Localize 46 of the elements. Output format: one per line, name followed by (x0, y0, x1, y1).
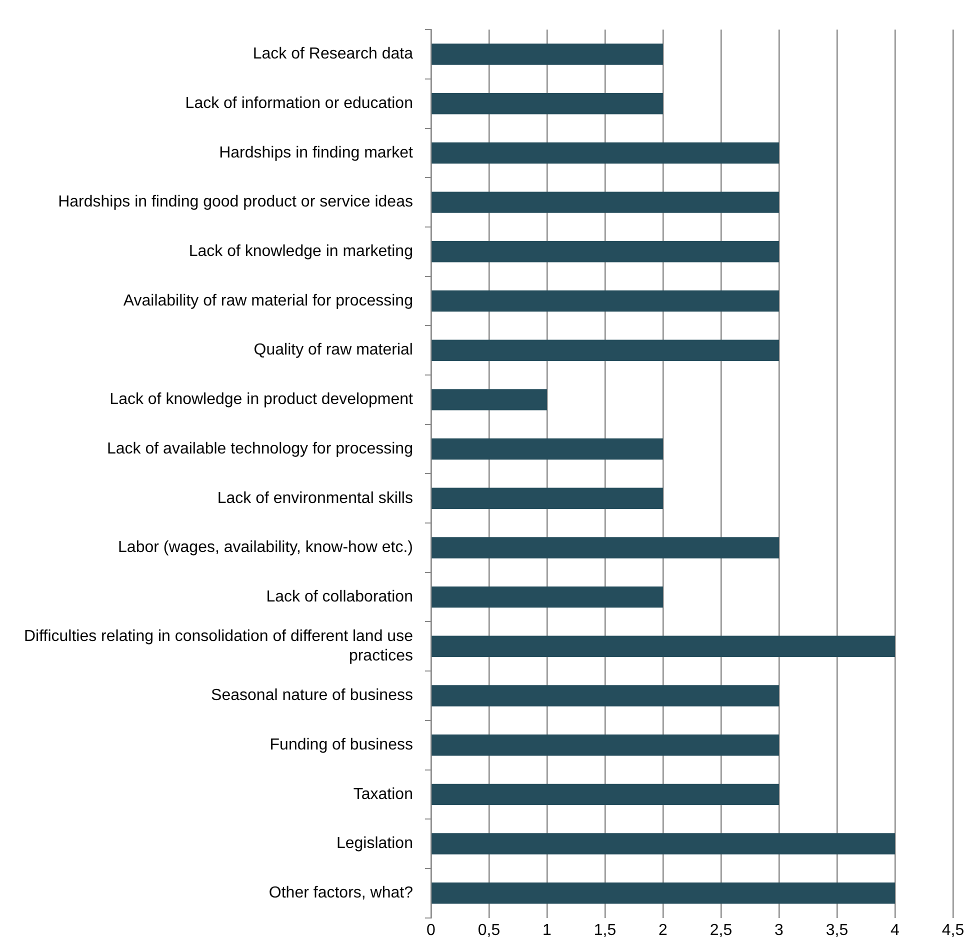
x-tick-label: 4 (890, 922, 900, 939)
bar (432, 340, 779, 361)
bar (432, 586, 663, 608)
bar (432, 44, 663, 65)
bar (432, 192, 779, 213)
bar (432, 93, 663, 114)
x-tick-label: 3 (774, 922, 784, 939)
y-tick-label: Lack of available technology for processing (107, 440, 413, 458)
y-tick-label: Seasonal nature of business (211, 687, 413, 704)
y-tick-label: Lack of knowledge in marketing (188, 243, 413, 260)
bar (432, 537, 779, 558)
x-tick-label: 1 (542, 922, 552, 939)
y-tick-label: Lack of environmental skills (217, 490, 413, 507)
bar (432, 142, 779, 164)
y-tick-label: Lack of Research data (252, 46, 414, 63)
y-tick-label: Lack of collaboration (266, 588, 413, 606)
bar (432, 389, 547, 410)
x-tick-label: 2 (658, 922, 668, 939)
y-tick-label: Hardships in finding market (219, 144, 414, 162)
x-tick-label: 2,5 (710, 922, 732, 939)
y-tick-label: Other factors, what? (268, 884, 414, 902)
y-tick-label: Legislation (336, 835, 413, 852)
bar (432, 882, 895, 904)
y-tick-label: Lack of knowledge in product development (110, 391, 414, 408)
bar (432, 290, 779, 312)
bar (432, 784, 779, 806)
bar (432, 833, 895, 854)
bar (432, 685, 779, 706)
bar (432, 241, 779, 262)
x-tick-label: 4,5 (942, 922, 964, 939)
y-tick-label: Lack of information or education (185, 95, 413, 112)
bar (432, 488, 663, 509)
bar (432, 636, 895, 658)
bar (432, 734, 779, 756)
y-tick-label: Quality of raw material (254, 342, 413, 359)
y-tick-label: Taxation (353, 786, 413, 803)
y-tick-label: Hardships in finding good product or service ideas (58, 194, 413, 211)
x-tick-label: 1,5 (594, 922, 616, 939)
y-tick-label: Labor (wages, availability, know-how etc.) (118, 539, 413, 556)
y-tick-label: Availability of raw material for processing (123, 292, 413, 310)
x-tick-label: 3,5 (826, 922, 848, 939)
y-tick-label: Funding of business (270, 736, 413, 754)
bar (432, 438, 663, 460)
y-tick-label: Difficulties relating in consolidation of different land use practices (24, 628, 414, 664)
x-tick-label: 0,5 (478, 922, 500, 939)
x-tick-label: 0 (426, 922, 436, 939)
